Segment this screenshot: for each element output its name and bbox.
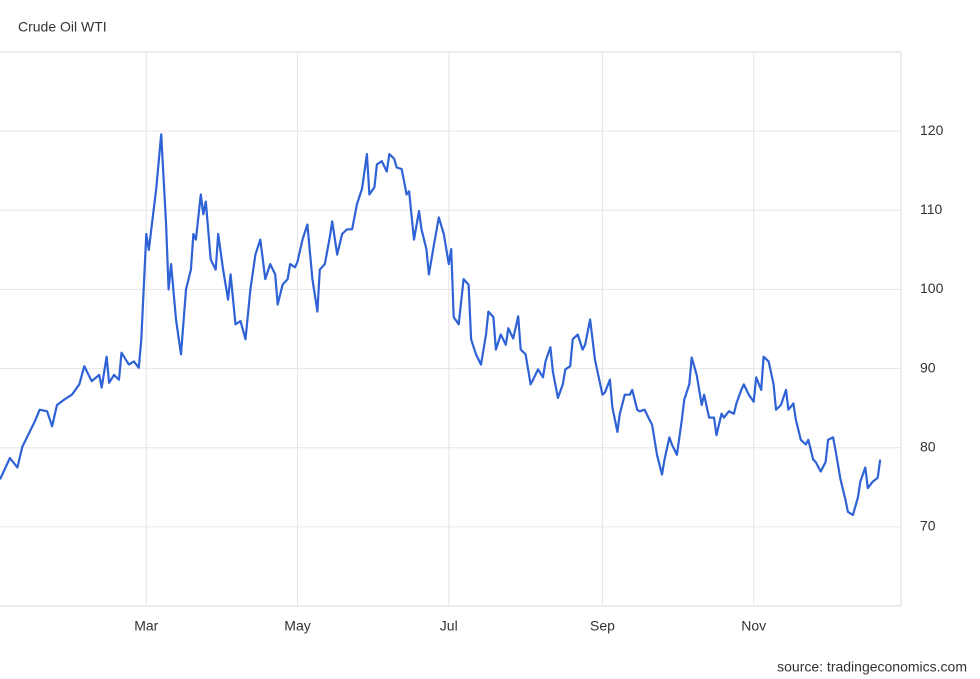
y-tick-label: 120: [920, 122, 944, 138]
y-tick-label: 90: [920, 359, 936, 375]
source-note: source: tradingeconomics.com: [777, 659, 967, 675]
y-tick-label: 110: [920, 201, 943, 217]
y-tick-label: 80: [920, 438, 936, 454]
x-tick-label: Jul: [440, 618, 458, 634]
x-tick-label: Mar: [134, 618, 158, 634]
x-tick-label: Sep: [590, 618, 615, 634]
y-tick-label: 100: [920, 280, 944, 296]
x-tick-label: Nov: [741, 618, 766, 634]
price-line: [0, 133, 882, 517]
y-tick-label: 70: [920, 518, 936, 534]
chart-title: Crude Oil WTI: [18, 19, 107, 35]
x-tick-label: May: [284, 618, 310, 634]
